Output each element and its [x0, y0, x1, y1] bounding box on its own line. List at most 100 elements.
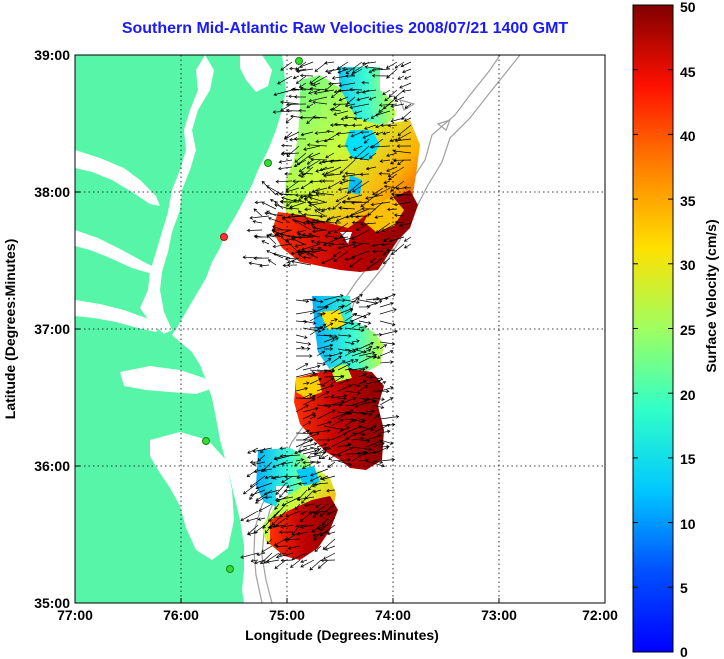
velocity-arrow	[349, 87, 363, 92]
velocity-arrow	[315, 166, 335, 173]
velocity-arrow	[362, 131, 377, 139]
x-axis-label: Longitude (Degrees:Minutes)	[245, 627, 439, 643]
velocity-arrow	[363, 138, 370, 144]
velocity-arrow	[372, 296, 389, 301]
velocity-arrow	[309, 428, 331, 434]
velocity-arrow	[245, 517, 259, 523]
colorbar-label: Surface Velocity (cm/s)	[703, 219, 719, 372]
velocity-arrow	[280, 103, 293, 111]
velocity-arrow	[315, 192, 326, 197]
velocity-arrow	[249, 489, 266, 497]
velocity-arrow	[350, 68, 363, 76]
velocity-arrow	[292, 179, 307, 184]
velocity-arrow	[295, 341, 312, 346]
velocity-arrow	[322, 538, 336, 550]
velocity-arrow	[335, 194, 349, 203]
velocity-arrow	[399, 82, 412, 89]
velocity-arrow	[279, 454, 301, 458]
velocity-arrow	[319, 517, 336, 531]
velocity-arrow	[386, 166, 398, 172]
velocity-arrow	[284, 474, 301, 479]
velocity-arrow	[390, 103, 405, 108]
velocity-arrow	[293, 198, 305, 203]
velocity-arrow	[260, 552, 273, 565]
velocity-arrow	[372, 404, 385, 409]
velocity-arrow	[308, 510, 329, 515]
velocity-arrow	[372, 389, 390, 394]
velocity-arrow	[314, 209, 326, 217]
velocity-arrow	[341, 242, 349, 247]
velocity-arrow	[272, 227, 291, 232]
velocity-arrow	[311, 218, 326, 224]
velocity-arrow	[337, 319, 354, 329]
velocity-arrow	[261, 201, 277, 210]
velocity-arrow	[266, 210, 277, 217]
velocity-arrow	[266, 249, 284, 259]
velocity-arrow	[291, 524, 301, 536]
grid-lines	[75, 55, 605, 603]
velocity-arrow	[337, 243, 356, 250]
velocity-arrow	[388, 236, 405, 243]
velocity-arrow	[323, 322, 334, 329]
velocity-arrow	[295, 75, 307, 84]
velocity-arrow	[277, 166, 293, 171]
velocity-arrow	[366, 257, 384, 270]
velocity-arrow	[310, 75, 328, 86]
velocity-arrow	[293, 95, 307, 99]
velocity-arrow	[302, 406, 319, 413]
colorbar-tick-label: 35	[680, 193, 696, 209]
velocity-arrow	[358, 324, 368, 329]
velocity-arrow	[324, 61, 335, 65]
velocity-arrow	[302, 412, 316, 420]
james-river	[75, 300, 160, 332]
velocity-arrow	[314, 545, 322, 552]
velocity-arrow	[316, 391, 330, 399]
y-tick-label: 36:00	[34, 458, 70, 474]
velocity-arrow	[351, 436, 365, 441]
velocity-arrow	[285, 239, 298, 252]
velocity-arrow	[323, 337, 336, 343]
velocity-arrow	[261, 180, 277, 196]
velocity-arrow	[242, 482, 259, 495]
velocity-arrow	[325, 152, 335, 159]
velocity-arrow	[326, 510, 336, 516]
velocity-arrow	[344, 341, 355, 346]
velocity-arrow	[379, 439, 394, 445]
velocity-arrow	[352, 243, 363, 249]
velocity-arrow	[371, 243, 384, 248]
velocity-arrow	[279, 232, 298, 238]
velocity-arrow	[351, 220, 363, 225]
velocity-arrow	[289, 559, 301, 568]
velocity-arrow	[291, 260, 312, 266]
velocity-arrow	[327, 461, 336, 468]
velocity-arrow	[286, 263, 298, 268]
velocity-arrow	[403, 243, 412, 249]
delaware-bay	[240, 55, 272, 92]
velocity-arrow	[327, 215, 342, 221]
velocity-arrow	[252, 219, 263, 224]
velocity-arrow	[298, 166, 307, 173]
velocity-arrow	[358, 320, 372, 325]
velocity-arrow	[382, 89, 391, 95]
velocity-arrow	[397, 75, 405, 80]
velocity-arrow	[358, 304, 371, 309]
velocity-arrow	[317, 247, 326, 252]
velocity-arrow	[274, 559, 287, 569]
velocity-arrow	[291, 552, 308, 561]
velocity-arrow	[302, 393, 313, 399]
velocity-arrow	[297, 232, 312, 238]
velocity-arrow	[280, 100, 300, 105]
velocity-arrow	[344, 425, 363, 434]
velocity-arrow	[337, 384, 352, 392]
velocity-arrow	[323, 377, 335, 385]
velocity-arrow	[380, 123, 391, 128]
velocity-arrow	[358, 385, 368, 392]
velocity-arrow	[293, 159, 307, 168]
velocity-arrow	[311, 187, 328, 194]
velocity-arrow	[330, 337, 339, 343]
velocity-arrow	[344, 443, 352, 448]
velocity-arrow	[316, 442, 328, 448]
velocity-arrow	[337, 144, 349, 149]
velocity-arrow	[393, 158, 412, 163]
velocity-arrow	[299, 61, 314, 69]
